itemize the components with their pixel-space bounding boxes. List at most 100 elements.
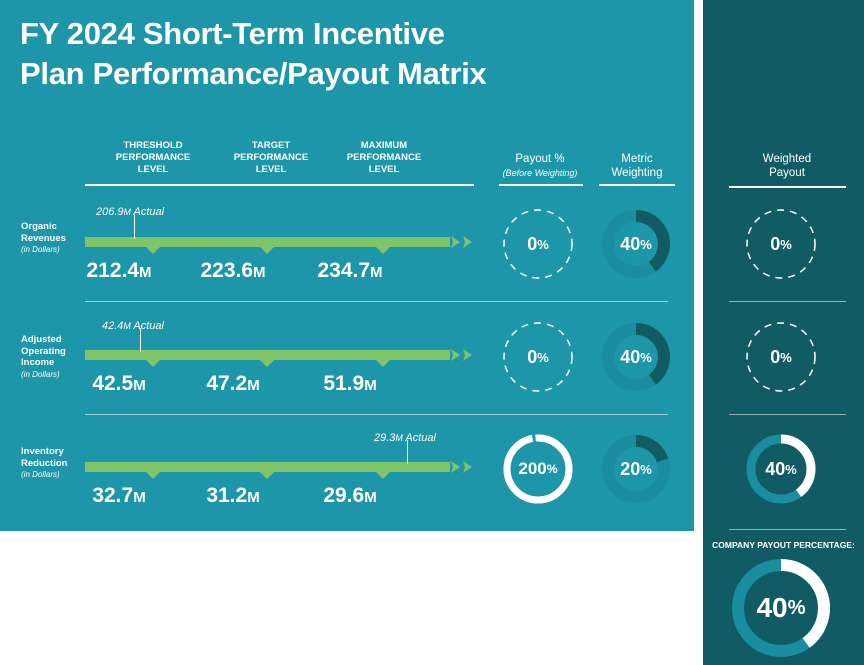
row-separator [85, 414, 668, 415]
payout-donut-value: 0 [527, 233, 538, 254]
empty-ring [746, 209, 816, 279]
actual-value-label: 42.4M Actual [102, 320, 164, 332]
level-marker [146, 360, 160, 367]
target-value: 223.6M [178, 259, 288, 283]
payout-donut-percent-sign: % [537, 349, 549, 365]
track-arrow-icon [462, 349, 473, 361]
maximum-value: 234.7M [295, 259, 405, 283]
track-arrow-icon [450, 461, 461, 473]
weighting-donut-value: 40 [620, 233, 641, 254]
threshold-value: 42.5M [64, 372, 174, 396]
page-title: FY 2024 Short-Term Incentive Plan Perfor… [20, 14, 487, 94]
target-unit: M [253, 264, 266, 281]
weighting-donut: 40% [594, 202, 678, 286]
threshold-value: 32.7M [64, 484, 174, 508]
ring-fill [602, 435, 670, 503]
row-separator [85, 301, 668, 302]
actual-text: Actual [405, 432, 436, 444]
weighting-donut: 20% [594, 427, 678, 511]
weighting-donut-ring [602, 435, 670, 503]
threshold-unit: M [133, 489, 146, 506]
weighting-donut-ring [602, 323, 670, 391]
threshold-column-header: THRESHOLD PERFORMANCE LEVEL [115, 140, 191, 175]
weighting-donut-value: 20 [620, 458, 641, 479]
company-payout-label: COMPANY PAYOUT PERCENTAGE: [712, 540, 855, 550]
maximum-column-header: MAXIMUM PERFORMANCE LEVEL [346, 140, 422, 175]
target-value: 47.2M [178, 372, 288, 396]
empty-ring [746, 322, 816, 392]
payout-donut-percent-sign: % [546, 462, 558, 476]
performance-track [85, 462, 450, 472]
payout-header-label: Payout % [515, 153, 565, 165]
actual-value: 29.3 [374, 432, 396, 444]
metric-unit-note: (in Dollars) [21, 470, 60, 479]
weighting-donut-percent-sign: % [640, 461, 652, 477]
metric-name: Adjusted Operating Income [21, 334, 66, 368]
header-underline [85, 184, 474, 186]
company-payout-donut: 40% [724, 551, 838, 665]
weighted-payout-donut: 40% [740, 428, 822, 510]
payout-donut-value: 0 [527, 346, 538, 367]
payout-donut-ring [503, 322, 573, 392]
maximum-unit: M [370, 264, 383, 281]
level-marker [146, 247, 160, 254]
weighted-payout-donut-label: 40% [740, 428, 822, 510]
weighted-header-underline [729, 186, 846, 188]
target-number: 47.2 [206, 372, 248, 395]
maximum-value: 51.9M [295, 372, 405, 396]
performance-track [85, 350, 450, 360]
metric-unit-note: (in Dollars) [21, 245, 60, 254]
target-number: 31.2 [206, 484, 248, 507]
track-arrow-icon [450, 236, 461, 248]
target-number: 223.6 [200, 259, 254, 282]
threshold-number: 32.7 [92, 484, 134, 507]
company-payout-donut-percent-sign: % [787, 596, 806, 619]
actual-text: Actual [133, 320, 164, 332]
weighted-payout-donut-percent-sign: % [780, 349, 792, 365]
row-separator [729, 301, 846, 302]
weighted-payout-donut-label: 0% [741, 317, 821, 397]
actual-unit: M [123, 207, 134, 217]
track-arrow-icon [450, 349, 461, 361]
level-marker [260, 472, 274, 479]
weighting-donut-percent-sign: % [640, 236, 652, 252]
payout-donut-ring [503, 209, 573, 279]
weighted-payout-donut: 0% [741, 204, 821, 284]
ring-fill [746, 434, 816, 504]
actual-text: Actual [133, 206, 165, 218]
title-line-1: FY 2024 Short-Term Incentive [20, 16, 445, 51]
target-unit: M [247, 377, 260, 394]
weighting-donut-label: 20% [594, 427, 678, 511]
actual-marker [407, 440, 408, 464]
weighted-payout-donut-label: 0% [741, 204, 821, 284]
weighting-donut-percent-sign: % [640, 349, 652, 365]
actual-value-label: 206.9M Actual [96, 206, 164, 218]
metric-unit-note: (in Dollars) [21, 369, 60, 379]
target-column-header: TARGET PERFORMANCE LEVEL [233, 140, 309, 175]
level-marker [376, 472, 390, 479]
actual-value: 206.9 [96, 206, 124, 218]
metric-label: Adjusted Operating Income (in Dollars) [21, 334, 91, 380]
weighted-payout-donut-value: 0 [770, 346, 781, 367]
weighted-payout-donut-value: 0 [770, 233, 781, 254]
payout-header-underline [499, 184, 583, 186]
weighted-payout-donut-percent-sign: % [780, 236, 792, 252]
maximum-number: 29.6 [323, 484, 365, 507]
payout-donut: 200% [498, 429, 578, 509]
empty-ring [503, 322, 573, 392]
level-marker [376, 360, 390, 367]
weighted-payout-donut-ring [746, 434, 816, 504]
payout-donut: 0% [498, 204, 578, 284]
maximum-unit: M [364, 377, 377, 394]
weighted-payout-donut: 0% [741, 317, 821, 397]
ring-fill [602, 210, 670, 278]
company-payout-donut-ring [732, 559, 830, 657]
level-marker [146, 472, 160, 479]
actual-unit: M [123, 321, 134, 331]
metric-label: Inventory Reduction (in Dollars) [21, 446, 91, 481]
payout-donut-percent-sign: % [537, 236, 549, 252]
weighted-payout-donut-ring [746, 209, 816, 279]
main-panel [0, 0, 694, 531]
payout-column-header: Payout % (Before Weighting) [487, 152, 593, 180]
metric-label: Organic Revenues (in Dollars) [21, 221, 91, 256]
